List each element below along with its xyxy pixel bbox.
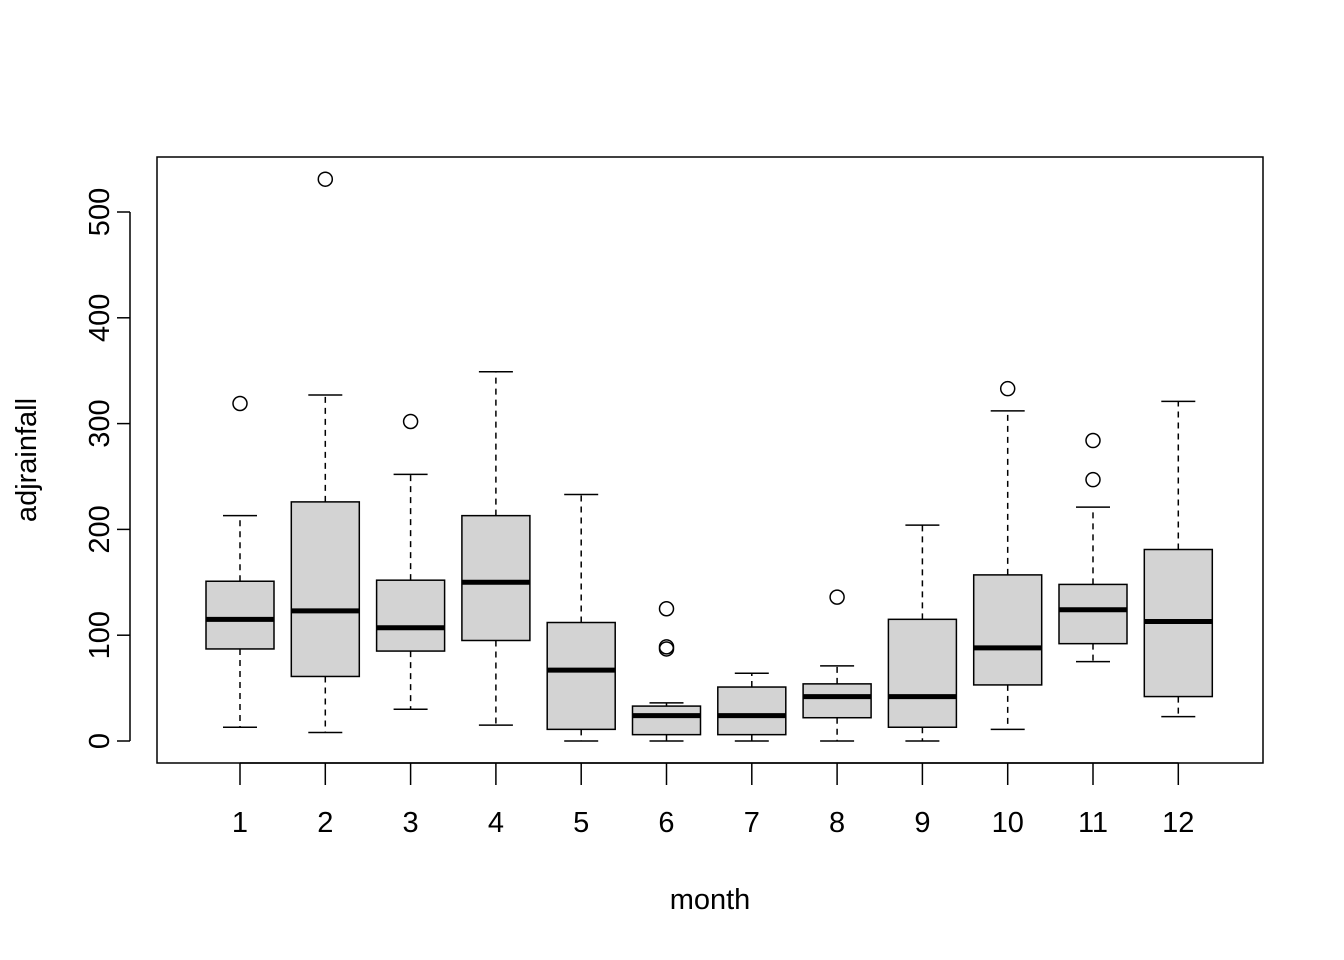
x-tick-label: 12: [1162, 807, 1194, 839]
outlier-point: [1085, 432, 1101, 449]
x-axis-label: month: [670, 884, 751, 916]
iqr-box: [375, 579, 446, 652]
box-month-3: [375, 413, 446, 711]
x-axis: 1 2 3 4 5 6 7 8 9 10 11 12: [232, 762, 1194, 839]
box-month-11: [1058, 432, 1128, 663]
x-tick-label: 6: [658, 807, 674, 839]
outlier-point: [658, 641, 675, 657]
y-axis: 0 100 200 300 400 500: [84, 188, 131, 749]
y-tick-label: 300: [84, 399, 116, 447]
iqr-box: [631, 705, 702, 736]
x-tick-label: 9: [914, 807, 930, 839]
box-month-9: [887, 524, 958, 742]
iqr-box: [290, 501, 361, 678]
box-month-8: [802, 589, 872, 742]
x-tick-label: 10: [992, 807, 1024, 839]
outlier-point: [658, 601, 675, 617]
box-month-12: [1143, 400, 1214, 718]
iqr-box: [717, 686, 787, 736]
box-month-6: [631, 601, 702, 742]
box-month-7: [717, 672, 787, 742]
iqr-box: [205, 580, 275, 650]
iqr-box: [972, 574, 1043, 686]
boxes-layer: [205, 171, 1214, 742]
x-tick-label: 11: [1078, 807, 1108, 839]
y-tick-label: 400: [84, 294, 116, 342]
box-month-1: [205, 395, 275, 728]
y-axis-label: adjrainfall: [11, 398, 43, 522]
x-tick-label: 8: [829, 807, 845, 839]
x-tick-label: 3: [403, 807, 419, 839]
box-month-4: [461, 371, 531, 726]
y-tick-label: 100: [84, 611, 116, 659]
iqr-box: [546, 621, 616, 731]
outlier-point: [999, 380, 1016, 397]
iqr-box: [461, 514, 531, 642]
outlier-point: [1085, 471, 1101, 488]
x-tick-label: 5: [573, 807, 589, 839]
x-tick-label: 4: [488, 807, 504, 839]
y-tick-label: 500: [84, 188, 116, 236]
x-tick-label: 1: [232, 807, 248, 839]
iqr-box: [802, 683, 872, 719]
y-tick-label: 200: [84, 505, 116, 553]
iqr-box: [887, 618, 958, 728]
outlier-point: [317, 171, 334, 187]
y-tick-label: 0: [84, 733, 116, 749]
x-tick-label: 7: [744, 807, 760, 839]
box-month-5: [546, 493, 616, 742]
x-tick-label: 2: [317, 807, 333, 839]
iqr-box: [1058, 583, 1128, 645]
box-month-2: [290, 171, 361, 734]
box-month-10: [972, 380, 1043, 731]
outlier-point: [829, 589, 845, 605]
outlier-point: [402, 413, 419, 430]
outlier-point: [232, 395, 248, 412]
